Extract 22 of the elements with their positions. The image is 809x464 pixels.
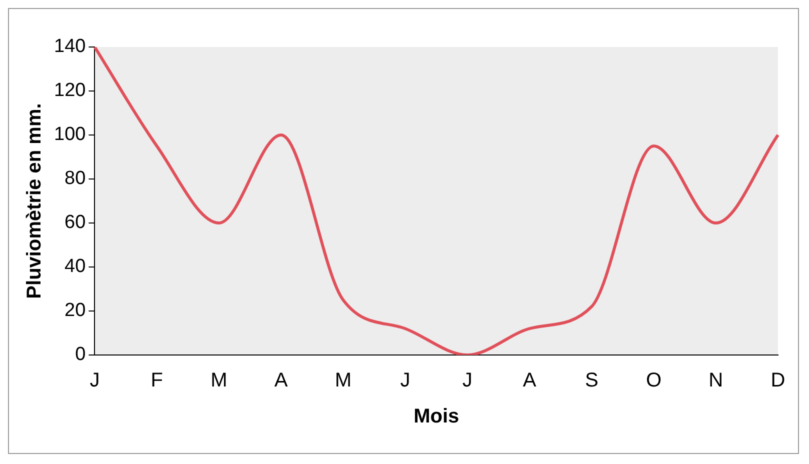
- x-tick-label: S: [584, 370, 598, 392]
- x-tick-label: N: [708, 370, 724, 392]
- x-tick-label: O: [646, 370, 662, 392]
- y-tick-label: 120: [54, 80, 86, 102]
- x-tick-label: J: [462, 370, 472, 392]
- y-tick-label: 60: [64, 212, 86, 234]
- x-tick-label: F: [150, 370, 163, 392]
- y-tick-label: 20: [64, 300, 86, 322]
- y-tick-label: 80: [64, 168, 86, 190]
- y-tick-label: 40: [64, 256, 86, 278]
- x-tick-label: D: [770, 370, 786, 392]
- x-tick-label: A: [274, 370, 288, 392]
- x-tick-label: J: [400, 370, 410, 392]
- x-tick-label: A: [522, 370, 537, 392]
- x-tick-label: M: [334, 370, 352, 392]
- x-axis-title: Mois: [414, 406, 460, 428]
- x-tick-label: J: [90, 370, 100, 392]
- y-tick-label: 140: [54, 36, 86, 58]
- y-tick-label: 0: [75, 344, 86, 366]
- y-tick-label: 100: [54, 124, 86, 146]
- x-tick-label: M: [210, 370, 228, 392]
- y-axis-title: Pluviomètrie en mm.: [24, 103, 46, 299]
